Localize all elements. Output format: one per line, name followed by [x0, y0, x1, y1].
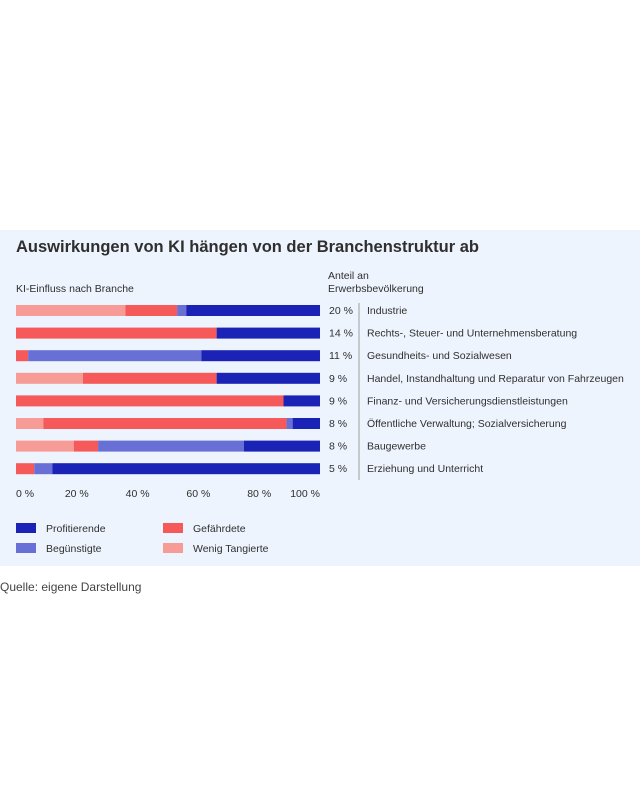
- legend-label-gefaehrdete: Gefährdete: [193, 523, 246, 535]
- chart-title: Auswirkungen von KI hängen von der Branc…: [16, 238, 479, 256]
- category-label-7: Erziehung und Unterricht: [367, 463, 483, 475]
- bar-segment-profitierende-3: [216, 372, 320, 384]
- share-label-4: 9 %: [329, 395, 347, 407]
- share-label-5: 8 %: [329, 418, 347, 430]
- bar-segment-gefaehrdete-2: [16, 350, 29, 362]
- bar-segment-wenig_tangierte-0: [16, 305, 126, 316]
- bar-segment-gefaehrdete-0: [125, 305, 178, 316]
- bar-segment-beguenstigte-5: [286, 418, 293, 429]
- share-label-0: 20 %: [329, 305, 353, 317]
- share-label-3: 9 %: [329, 373, 347, 385]
- legend-label-wenig_tangierte: Wenig Tangierte: [193, 543, 269, 555]
- bar-segment-profitierende-2: [201, 350, 320, 362]
- category-label-4: Finanz- und Versicherungsdienstleistunge…: [367, 395, 568, 407]
- chart-subtitle: KI-Einfluss nach Branche: [16, 283, 134, 295]
- bar-segment-gefaehrdete-6: [73, 440, 99, 452]
- bar-segment-profitierende-5: [292, 418, 320, 429]
- share-label-7: 5 %: [329, 463, 347, 475]
- bar-segment-gefaehrdete-1: [16, 327, 217, 339]
- bar-segment-beguenstigte-7: [34, 463, 53, 475]
- x-tick-label-5: 100 %: [290, 488, 320, 500]
- bar-segment-wenig_tangierte-3: [16, 372, 83, 384]
- share-header: Anteil an Erwerbsbevölkerung: [328, 270, 468, 296]
- bar-segment-beguenstigte-2: [28, 350, 202, 362]
- bar-segment-profitierende-4: [283, 395, 320, 407]
- x-tick-label-2: 40 %: [126, 488, 150, 500]
- category-label-3: Handel, Instandhaltung und Reparatur von…: [367, 373, 624, 385]
- x-tick-label-4: 80 %: [247, 488, 271, 500]
- legend-label-profitierende: Profitierende: [46, 523, 106, 535]
- bar-segment-beguenstigte-0: [177, 305, 187, 316]
- bar-segment-profitierende-0: [186, 305, 320, 316]
- share-header-line-2: Erwerbsbevölkerung: [328, 283, 424, 295]
- bar-segment-gefaehrdete-7: [16, 463, 35, 475]
- share-label-1: 14 %: [329, 328, 353, 340]
- category-label-6: Baugewerbe: [367, 441, 426, 453]
- x-tick-label-1: 20 %: [65, 488, 89, 500]
- bar-segment-wenig_tangierte-6: [16, 440, 74, 452]
- stacked-bar-chart: 20 % Industrie 14 % Rechts-, Steuer- und Un…: [16, 303, 624, 555]
- legend-swatch-gefaehrdete: [163, 523, 183, 533]
- share-label-6: 8 %: [329, 441, 347, 453]
- legend-label-beguenstigte: Begünstigte: [46, 543, 102, 555]
- x-tick-label-0: 0 %: [16, 488, 34, 500]
- bar-segment-profitierende-6: [244, 440, 320, 452]
- category-label-1: Rechts-, Steuer- und Unternehmensberatun…: [367, 328, 577, 340]
- category-label-5: Öffentliche Verwaltung; Sozialversicheru…: [367, 418, 567, 430]
- chart-panel: Auswirkungen von KI hängen von der Branc…: [0, 230, 640, 566]
- bar-segment-gefaehrdete-4: [16, 395, 284, 407]
- legend-swatch-beguenstigte: [16, 543, 36, 553]
- bar-segment-wenig_tangierte-5: [16, 418, 44, 429]
- share-header-line-1: Anteil an: [328, 270, 369, 282]
- category-label-2: Gesundheits- und Sozialwesen: [367, 350, 512, 362]
- source-note: Quelle: eigene Darstellung: [0, 580, 142, 594]
- bar-segment-gefaehrdete-3: [82, 372, 217, 384]
- legend-swatch-wenig_tangierte: [163, 543, 183, 553]
- bar-segment-beguenstigte-6: [98, 440, 244, 452]
- bar-segment-profitierende-1: [216, 327, 320, 339]
- x-tick-label-3: 60 %: [186, 488, 210, 500]
- legend-swatch-profitierende: [16, 523, 36, 533]
- share-label-2: 11 %: [329, 350, 352, 362]
- category-label-0: Industrie: [367, 305, 407, 317]
- bar-segment-gefaehrdete-5: [43, 418, 287, 429]
- bar-segment-profitierende-7: [52, 463, 320, 475]
